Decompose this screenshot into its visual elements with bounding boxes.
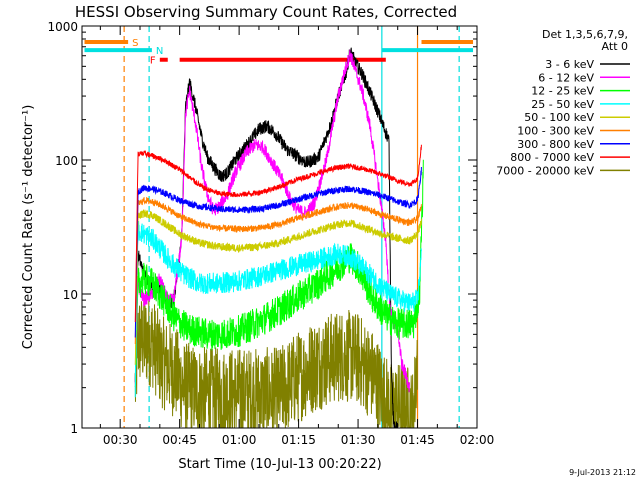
- legend-label: 50 - 100 keV: [524, 111, 594, 124]
- plot-frame: [81, 25, 478, 429]
- legend-label: 800 - 7000 keV: [510, 151, 594, 164]
- axis-ticks: 00:30 00:45 01:00 01:15 01:30 01:45 02:00 1 10 10…: [47, 20, 494, 447]
- y-tick-label: 1000: [47, 20, 78, 34]
- data-series: [134, 47, 424, 429]
- legend-label: 12 - 25 keV: [531, 85, 594, 98]
- flag-label-f: F: [150, 56, 156, 67]
- series-line-1: [134, 49, 411, 393]
- x-tick-label: 00:30: [103, 433, 138, 447]
- x-tick-label: 01:00: [222, 433, 257, 447]
- legend-title-line-1: Det 1,3,5,6,7,9,: [542, 28, 628, 41]
- y-axis-label: Corrected Count Rate (s⁻¹ detector⁻¹): [21, 105, 36, 350]
- x-axis-label: Start Time (10-Jul-13 00:20:22): [178, 457, 381, 472]
- plot-area: S NF 00:30 00:45 01:00 01:15 01:30 01:45 02:00 1…: [47, 20, 494, 447]
- legend-title-line-2: Att 0: [602, 40, 628, 53]
- legend-label: 7000 - 20000 keV: [496, 164, 594, 177]
- y-tick-label: 10: [63, 288, 78, 302]
- series-line-3: [134, 220, 422, 398]
- series-line-5: [134, 196, 422, 345]
- flag-label-s: S: [132, 38, 138, 49]
- flag-label-n: N: [156, 46, 163, 57]
- series-line-7: [134, 144, 422, 322]
- y-tick-label: 1: [70, 422, 78, 436]
- series-line-8: [134, 296, 418, 429]
- series-line-4: [134, 209, 422, 365]
- series-line-6: [134, 166, 422, 338]
- x-tick-label: 01:30: [341, 433, 376, 447]
- legend-label: 6 - 12 keV: [538, 71, 594, 84]
- x-tick-label: 01:15: [281, 433, 316, 447]
- x-tick-label: 00:45: [162, 433, 197, 447]
- x-tick-label: 02:00: [460, 433, 495, 447]
- y-tick-label: 100: [55, 154, 78, 168]
- legend-label: 3 - 6 keV: [545, 58, 594, 71]
- series-line-2: [134, 159, 424, 388]
- legend-label: 300 - 800 keV: [517, 138, 594, 151]
- legend-label: 25 - 50 keV: [531, 98, 594, 111]
- legend-label: 100 - 300 keV: [517, 125, 594, 138]
- x-tick-label: 01:45: [400, 433, 435, 447]
- footer-date: 9-Jul-2013 21:12: [569, 468, 636, 477]
- chart-title: HESSI Observing Summary Count Rates, Cor…: [75, 3, 457, 21]
